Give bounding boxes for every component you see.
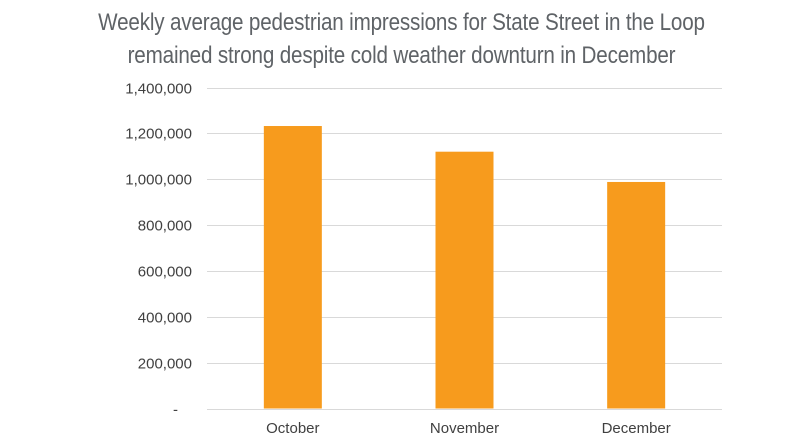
y-tick-label: 800,000 [138,218,192,235]
bars [263,126,666,409]
x-tick-label: December [602,420,671,437]
y-tick-label: 1,200,000 [125,126,192,143]
bar-november [435,151,494,409]
chart-title-line-1: Weekly average pedestrian impressions fo… [98,9,705,36]
y-tick-label: - [173,402,178,419]
y-tick-label: 200,000 [138,356,192,373]
x-axis-labels: October November December [266,420,671,437]
x-tick-label: November [430,420,499,437]
chart-title-line-2: remained strong despite cold weather dow… [127,42,676,69]
y-tick-label: 400,000 [138,310,192,327]
bar-december [607,181,666,409]
y-tick-label: 1,400,000 [125,81,192,98]
chart-title: Weekly average pedestrian impressions fo… [56,6,747,72]
bar-october [263,126,322,409]
y-axis-ticks: - 200,000 400,000 600,000 800,000 1,000,000 1,… [125,81,192,419]
x-tick-label: October [266,420,319,437]
y-tick-label: 600,000 [138,264,192,281]
y-tick-label: 1,000,000 [125,172,192,189]
